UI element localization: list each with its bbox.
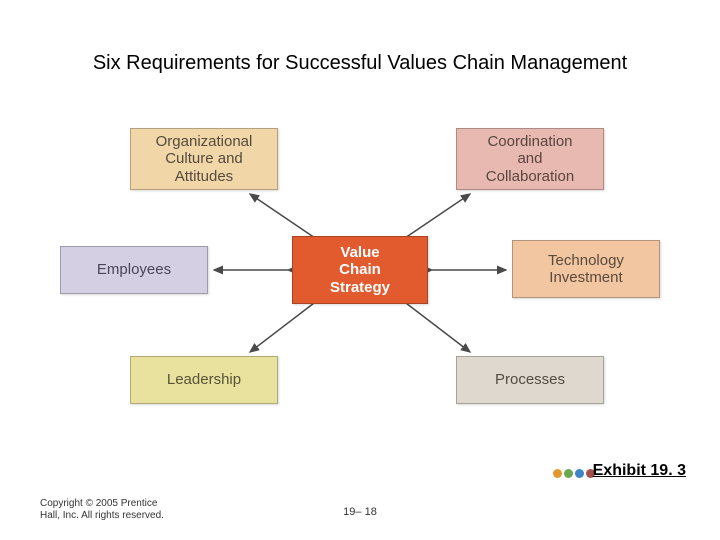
page-number: 19– 18 — [0, 506, 720, 518]
node-technology: TechnologyInvestment — [512, 240, 660, 298]
edge — [402, 300, 470, 352]
node-org-culture: OrganizationalCulture andAttitudes — [130, 128, 278, 190]
dot-icon — [553, 469, 562, 478]
edge — [250, 300, 318, 352]
page-title: Six Requirements for Successful Values C… — [0, 52, 720, 75]
center-node: ValueChainStrategy — [292, 236, 428, 304]
decorative-dots — [553, 469, 595, 478]
diagram-container: ValueChainStrategyOrganizationalCulture … — [60, 120, 660, 420]
edge — [250, 194, 318, 240]
exhibit-label: Exhibit 19. 3 — [593, 462, 686, 480]
node-leadership: Leadership — [130, 356, 278, 404]
node-coordination: CoordinationandCollaboration — [456, 128, 604, 190]
node-employees: Employees — [60, 246, 208, 294]
node-processes: Processes — [456, 356, 604, 404]
edge — [402, 194, 470, 240]
dot-icon — [564, 469, 573, 478]
dot-icon — [575, 469, 584, 478]
